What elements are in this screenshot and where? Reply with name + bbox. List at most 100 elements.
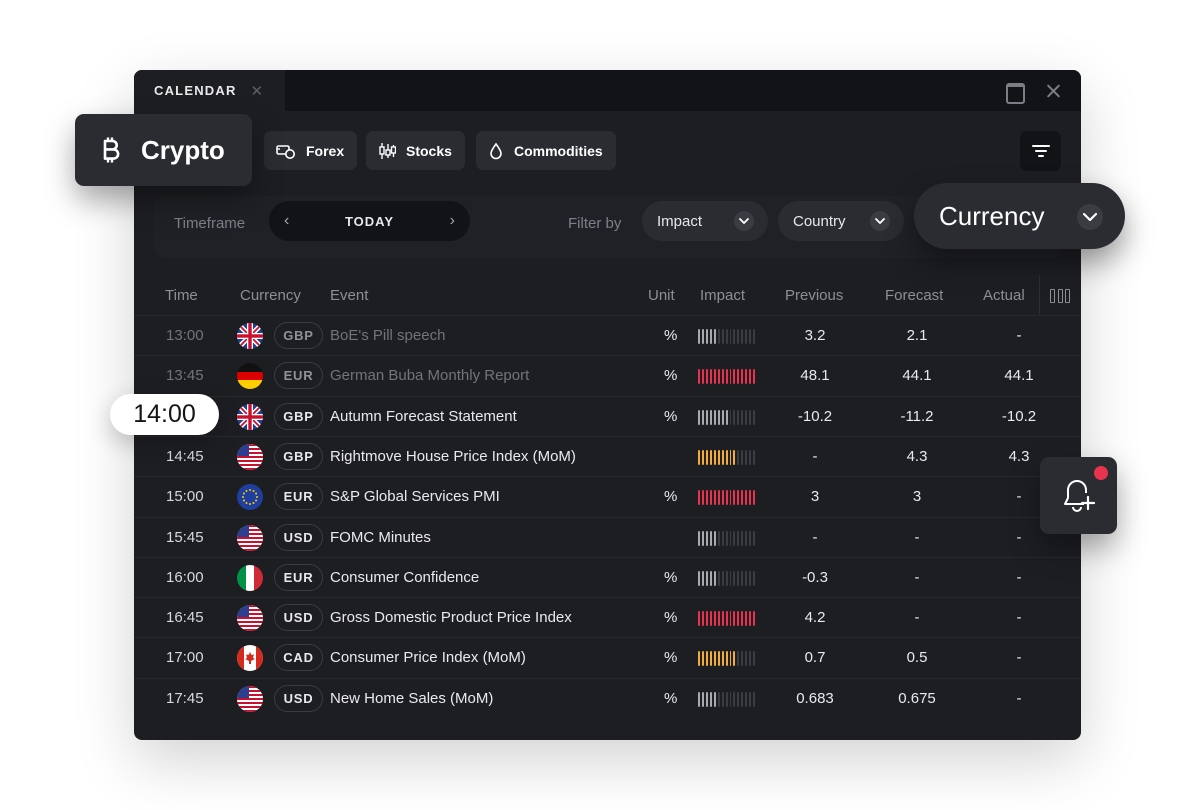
event-unit: % [664,568,678,586]
impact-bar [737,490,740,506]
event-name[interactable]: FOMC Minutes [330,528,431,546]
currency-dropdown[interactable]: Currency [914,183,1125,249]
forecast-value: 44.1 [902,367,932,385]
currency-badge: EUR [274,483,323,511]
previous-value: 48.1 [800,367,830,385]
actual-value: - [1016,649,1022,667]
impact-meter [698,490,756,506]
stocks-label: Stocks [406,142,452,159]
event-unit: % [664,367,678,385]
impact-bar [717,449,720,465]
stocks-button[interactable]: Stocks [366,131,465,170]
event-unit: % [664,689,678,707]
impact-meter [698,611,756,627]
table-row[interactable]: 13:00 GBP BoE's Pill speech% 3.2 2.1 - [134,315,1081,355]
impact-bar [701,409,704,425]
table-row[interactable]: 17:45 USD New Home Sales (MoM)% 0.683 0.675 - [134,677,1081,718]
table-row[interactable]: GBP Autumn Forecast Statement% -10.2 -11.2 -… [134,395,1081,436]
event-name[interactable]: Autumn Forecast Statement [330,407,517,425]
impact-bar [713,691,716,707]
event-name[interactable]: Consumer Confidence [330,568,480,586]
crypto-button[interactable]: Crypto [75,114,252,186]
table-row[interactable]: 15:00 EUR S&P Global Services PMI% 3 3 - [134,476,1081,516]
column-previous[interactable]: Previous [785,287,844,304]
table-row[interactable]: 13:45 EUR German Buba Monthly Report% 48.1 4… [134,355,1081,395]
impact-bar [745,530,748,546]
impact-bar [698,369,700,385]
impact-bar [741,329,744,344]
column-event[interactable]: Event [330,287,369,304]
drop-icon [490,142,502,159]
actual-value: - [1016,568,1022,586]
table-row[interactable]: 14:45 GBP Rightmove House Price Index (MoM… [134,435,1081,476]
impact-bar [741,369,744,385]
event-name[interactable]: New Home Sales (MoM) [330,689,494,707]
event-name[interactable]: Consumer Price Index (MoM) [330,649,526,667]
impact-dropdown-label: Impact [657,212,703,230]
chevron-left-icon[interactable]: ‹ [284,212,290,229]
impact-bar [733,691,736,707]
column-impact[interactable]: Impact [700,287,746,304]
impact-bar [698,570,700,586]
add-alert-button[interactable] [1040,457,1117,534]
candlestick-icon [379,142,396,159]
previous-value: 0.7 [804,649,826,667]
table-row[interactable]: 17:00 CAD Consumer Price Index (MoM)% 0.7 0.… [134,637,1081,677]
impact-bar [737,369,740,385]
filter-button[interactable] [1020,131,1061,171]
table-row[interactable]: 16:45 USD Gross Domestic Product Price Ind… [134,597,1081,637]
impact-bar [705,490,708,506]
event-name[interactable]: BoE's Pill speech [330,327,446,344]
country-dropdown-label: Country [793,212,846,230]
commodities-button[interactable]: Commodities [476,131,616,170]
impact-bar [717,369,720,385]
impact-bar [729,570,732,586]
currency-badge: USD [274,523,323,551]
close-window-icon[interactable] [1043,80,1065,102]
country-dropdown[interactable]: Country [778,201,904,241]
previous-value: 4.2 [804,609,826,627]
impact-bar [713,409,716,425]
tab-calendar[interactable]: CALENDAR ✕ [134,70,285,111]
impact-bar [741,530,744,546]
event-time: 15:45 [166,528,204,546]
us-flag-icon [237,685,263,712]
event-name[interactable]: German Buba Monthly Report [330,367,530,385]
impact-bar [698,691,700,707]
event-time: 15:00 [166,488,204,506]
event-name[interactable]: Gross Domestic Product Price Index [330,609,572,627]
forex-button[interactable]: Forex [264,131,358,170]
event-name[interactable]: Rightmove House Price Index (MoM) [330,447,576,465]
impact-bar [741,570,744,586]
event-unit: % [664,407,678,425]
column-forecast[interactable]: Forecast [885,287,944,304]
impact-bar [721,570,724,586]
table-row[interactable]: 15:45 USD FOMC Minutes - - - [134,516,1081,557]
actual-value: - [1016,488,1022,506]
close-tab-icon[interactable]: ✕ [250,82,264,100]
impact-bar [725,369,728,385]
impact-bar [729,449,732,465]
impact-bar [713,651,716,667]
column-currency[interactable]: Currency [240,287,301,304]
column-time[interactable]: Time [165,287,198,304]
columns-icon[interactable] [1050,289,1070,303]
currency-badge: EUR [274,563,323,591]
column-actual[interactable]: Actual [983,287,1025,304]
previous-value: 3 [810,488,820,506]
previous-value: 3.2 [804,327,826,344]
impact-dropdown[interactable]: Impact [642,201,768,241]
table-row[interactable]: 16:00 EUR Consumer Confidence% -0.3 - - [134,556,1081,597]
event-name[interactable]: S&P Global Services PMI [330,488,500,506]
maximize-icon[interactable] [1003,80,1025,104]
impact-bar [717,530,720,546]
forecast-value: 3 [912,488,922,506]
chevron-down-icon [1077,204,1103,230]
chevron-right-icon[interactable]: › [449,212,455,229]
impact-bar [753,329,756,344]
impact-bar [749,490,752,506]
impact-bar [721,651,724,667]
column-unit[interactable]: Unit [648,287,675,304]
impact-bar [713,611,716,627]
filter-by-label: Filter by [568,215,622,232]
